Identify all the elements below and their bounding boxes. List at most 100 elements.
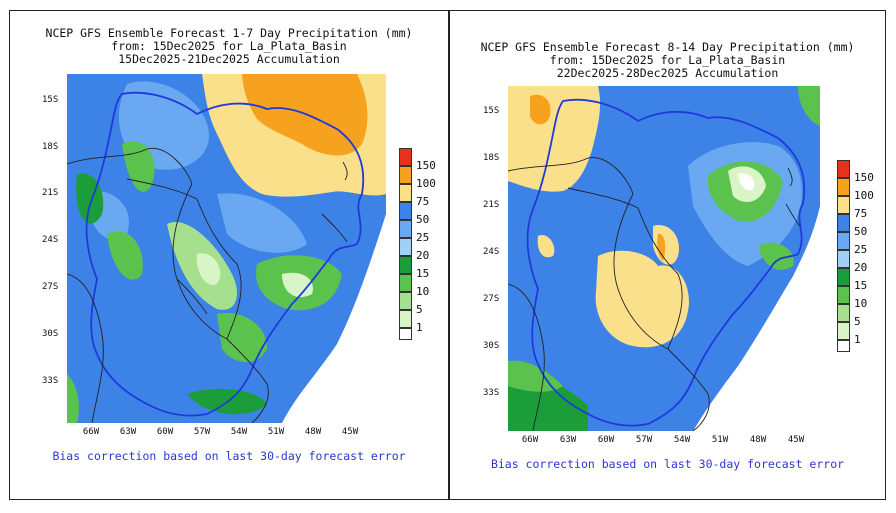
left-lat-tick: 18S [42, 142, 59, 152]
left-lon-tick: 66W [82, 427, 100, 437]
right-forecast-panel: NCEP GFS Ensemble Forecast 8-14 Day Prec… [449, 10, 886, 500]
right-map-svg [508, 86, 820, 431]
left-forecast-panel: NCEP GFS Ensemble Forecast 1-7 Day Preci… [9, 10, 449, 500]
legend-label: 50 [416, 213, 430, 226]
right-country-borders [508, 157, 710, 431]
legend-label: 1 [854, 333, 861, 346]
legend-swatch-20 [837, 250, 850, 268]
right-title-line2: from: 15Dec2025 for La_Plata_Basin [549, 53, 786, 67]
legend-swatch-25 [399, 220, 412, 238]
legend-label: 25 [854, 243, 868, 256]
right-lat-tick: 15S [483, 106, 500, 116]
right-lat-tick: 18S [483, 153, 500, 163]
legend-swatch-75 [399, 184, 412, 202]
left-field-palegreen-b [282, 272, 313, 298]
right-field-yellow-center [595, 250, 689, 348]
legend-swatch-1 [837, 322, 850, 340]
right-lon-tick: 54W [673, 435, 691, 445]
right-lon-tick: 57W [635, 435, 653, 445]
left-lon-tick: 63W [119, 427, 137, 437]
legend-label: 15 [854, 279, 868, 292]
right-title-line1: NCEP GFS Ensemble Forecast 8-14 Day Prec… [480, 40, 855, 54]
left-lon-tick: 54W [230, 427, 248, 437]
left-field-green-g [67, 374, 79, 423]
legend-swatch-100 [837, 178, 850, 196]
left-lon-tick: 57W [193, 427, 211, 437]
left-basin-outline [85, 91, 365, 417]
legend-swatch-10 [399, 274, 412, 292]
right-title-line3: 22Dec2025-28Dec2025 Accumulation [556, 66, 779, 80]
right-lon-tick: 60W [597, 435, 615, 445]
legend-swatch-100 [399, 166, 412, 184]
left-lon-tick: 45W [341, 427, 359, 437]
right-lat-tick: 24S [483, 247, 500, 257]
left-field-orange [242, 74, 368, 156]
right-field-green-f [758, 242, 794, 270]
left-lon-tick: 60W [156, 427, 174, 437]
legend-label: 5 [854, 315, 861, 328]
left-field-lightblue-b [217, 193, 307, 253]
legend-label: 20 [416, 249, 430, 262]
right-field-orange-center [657, 233, 666, 261]
left-lat-tick: 15S [42, 95, 59, 105]
left-title-line3: 15Dec2025-21Dec2025 Accumulation [118, 52, 340, 66]
left-lat-tick: 24S [42, 235, 59, 245]
legend-swatch-50 [399, 202, 412, 220]
legend-swatch-1 [399, 310, 412, 328]
left-field-palegreen [196, 253, 221, 285]
legend-swatch-0 [399, 328, 412, 340]
legend-label: 100 [416, 177, 436, 190]
legend-swatch-75 [837, 196, 850, 214]
right-precip-map [508, 86, 820, 431]
legend-swatch-10 [837, 286, 850, 304]
right-lat-tick: 30S [483, 341, 500, 351]
right-lat-tick: 27S [483, 294, 500, 304]
right-basin-outline [526, 98, 806, 427]
legend-label: 50 [854, 225, 868, 238]
legend-label: 150 [416, 159, 436, 172]
right-field-green-ne [798, 86, 820, 126]
left-lat-tick: 21S [42, 188, 59, 198]
left-field-green-e [217, 313, 267, 363]
left-lat-tick: 33S [42, 376, 59, 386]
legend-label: 100 [854, 189, 874, 202]
legend-label: 5 [416, 303, 423, 316]
left-field-ocean [282, 214, 386, 423]
right-field-yellow-w [537, 235, 555, 258]
left-precip-map [67, 74, 386, 423]
left-title-line2: from: 15Dec2025 for La_Plata_Basin [111, 39, 347, 53]
legend-swatch-150 [837, 160, 850, 178]
right-lon-tick: 66W [521, 435, 539, 445]
legend-swatch-25 [837, 232, 850, 250]
right-lon-tick: 51W [711, 435, 729, 445]
legend-swatch-5 [837, 304, 850, 322]
right-lon-tick: 48W [749, 435, 767, 445]
left-title-line1: NCEP GFS Ensemble Forecast 1-7 Day Preci… [45, 26, 413, 40]
legend-label: 150 [854, 171, 874, 184]
right-field-orange-nw [530, 94, 551, 125]
legend-label: 75 [854, 207, 868, 220]
legend-label: 75 [416, 195, 430, 208]
right-lat-tick: 21S [483, 200, 500, 210]
legend-label: 15 [416, 267, 430, 280]
right-lat-tick: 33S [483, 388, 500, 398]
legend-swatch-15 [399, 256, 412, 274]
legend-swatch-20 [399, 238, 412, 256]
legend-label: 1 [416, 321, 423, 334]
right-field-white-e [738, 173, 755, 191]
legend-label: 25 [416, 231, 430, 244]
right-lon-tick: 45W [787, 435, 805, 445]
legend-swatch-15 [837, 268, 850, 286]
right-field-ocean [693, 206, 820, 431]
legend-label: 10 [854, 297, 868, 310]
legend-swatch-0 [837, 340, 850, 352]
left-lat-tick: 27S [42, 282, 59, 292]
right-lon-tick: 63W [559, 435, 577, 445]
left-lat-tick: 30S [42, 329, 59, 339]
left-field-green-c [107, 231, 143, 280]
left-country-borders [67, 147, 269, 423]
left-lon-tick: 48W [304, 427, 322, 437]
legend-swatch-50 [837, 214, 850, 232]
legend-label: 10 [416, 285, 430, 298]
right-footer-note: Bias correction based on last 30-day for… [490, 457, 845, 471]
